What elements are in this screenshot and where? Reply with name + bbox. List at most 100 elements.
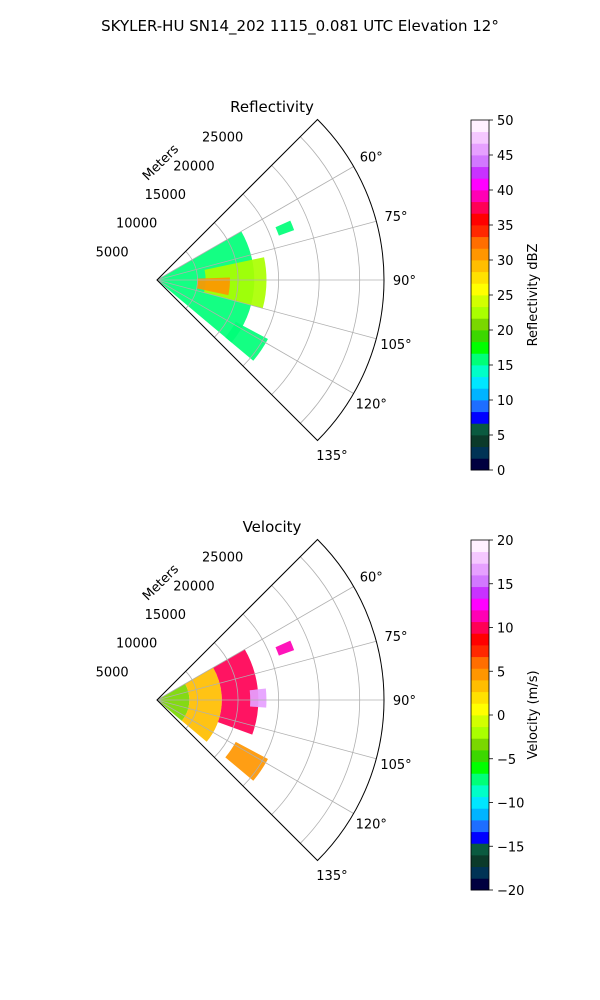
colorbar-segment (471, 330, 489, 343)
colorbar-segment (471, 563, 489, 576)
colorbar-segment (471, 131, 489, 144)
colorbar-tick-label: −20 (497, 884, 524, 899)
reflectivity-colorbar: 0 5 10 15 20 25 30 35 40 45 50 Reflectivity dBZ (470, 114, 541, 479)
colorbar-segment (471, 831, 489, 844)
azimuth-tick-label: 75° (384, 630, 407, 645)
colorbar-segment (471, 365, 489, 378)
echo-region-1 (203, 257, 267, 309)
colorbar-segment (471, 645, 489, 658)
colorbar-tick-label: 45 (497, 149, 514, 164)
azimuth-grid-line (156, 166, 354, 281)
azimuth-tick-label: 120° (356, 398, 387, 413)
colorbar-segment (471, 446, 489, 459)
colorbar-segment (471, 376, 489, 389)
colorbar-segment (471, 820, 489, 833)
azimuth-grid-line (156, 220, 377, 281)
colorbar-tick-label: 20 (497, 534, 514, 549)
radial-tick-label: 20000 (173, 579, 214, 594)
colorbar-segment (471, 586, 489, 599)
velocity-colorbar: −20 −15 −10 −5 0 5 10 15 20 Velocity (m/s) (470, 534, 541, 899)
colorbar-segment (471, 738, 489, 751)
colorbar-segment (471, 201, 489, 214)
colorbar-tick-label: 5 (497, 429, 505, 444)
radial-grid-arc (156, 222, 239, 338)
radial-grid-arc (156, 250, 198, 309)
figure-suptitle: SKYLER-HU SN14_202 1115_0.081 UTC Elevat… (101, 17, 499, 36)
echo-region-5 (275, 640, 295, 656)
colorbar-segment (471, 551, 489, 564)
colorbar-segment (471, 283, 489, 296)
radial-grid-arc (156, 670, 198, 729)
colorbar-segment (471, 598, 489, 611)
azimuth-grid-line (156, 699, 377, 760)
azimuth-tick-label: 135° (316, 449, 347, 464)
azimuth-tick-label: 120° (356, 818, 387, 833)
colorbar-tick-label: 25 (497, 289, 514, 304)
colorbar-tick-label: −10 (497, 797, 524, 812)
colorbar-tick-label: 0 (497, 464, 505, 479)
azimuth-grid-line (156, 640, 377, 701)
radial-tick-label: 5000 (96, 245, 129, 260)
echo-region-3 (225, 321, 268, 361)
colorbar-label: Reflectivity dBZ (526, 244, 541, 347)
colorbar-tick-label: 15 (497, 578, 514, 593)
colorbar-segment (471, 190, 489, 203)
radial-tick-label: 10000 (116, 637, 157, 652)
colorbar-segment (471, 271, 489, 284)
radial-tick-label: 20000 (173, 159, 214, 174)
chart-title: Reflectivity (230, 98, 314, 116)
colorbar-segment (471, 621, 489, 634)
radial-tick-label: 15000 (145, 608, 186, 623)
colorbar-label: Velocity (m/s) (526, 670, 541, 759)
radial-grid-arc (156, 193, 279, 367)
azimuth-grid-line (156, 699, 354, 814)
colorbar-tick-label: 15 (497, 359, 514, 374)
radial-grid-arc (156, 556, 360, 844)
echo-region-2 (196, 277, 230, 296)
colorbar-segment (471, 166, 489, 179)
colorbar-segment (471, 855, 489, 868)
colorbar-segment (471, 178, 489, 191)
colorbar-tick-label: 10 (497, 622, 514, 637)
colorbar-segment (471, 423, 489, 436)
colorbar-tick-label: 30 (497, 254, 514, 269)
radial-grid-arc (156, 642, 239, 758)
radial-tick-label: 15000 (145, 188, 186, 203)
sector-outline (156, 118, 385, 442)
azimuth-tick-label: 75° (384, 210, 407, 225)
colorbar-segment (471, 796, 489, 809)
colorbar-tick-label: 50 (497, 114, 514, 129)
colorbar-tick-label: 35 (497, 219, 514, 234)
colorbar-segment (471, 411, 489, 424)
colorbar-tick-label: −15 (497, 840, 524, 855)
colorbar-tick-label: 0 (497, 709, 505, 724)
colorbar-segment (471, 726, 489, 739)
colorbar-segment (471, 213, 489, 226)
colorbar-segment (471, 691, 489, 704)
colorbar-segment (471, 878, 489, 891)
colorbar-segment (471, 866, 489, 879)
colorbar-segment (471, 680, 489, 693)
colorbar-segment (471, 318, 489, 331)
radial-tick-label: 5000 (96, 665, 129, 680)
azimuth-tick-label: 135° (316, 869, 347, 884)
colorbar-segment (471, 248, 489, 261)
radial-grid-arc (156, 136, 360, 424)
colorbar-segment (471, 388, 489, 401)
echo-region-1 (181, 667, 222, 742)
echo-region-4 (275, 220, 295, 236)
colorbar-segment (471, 750, 489, 763)
colorbar-segment (471, 808, 489, 821)
colorbar-segment (471, 610, 489, 623)
colorbar-segment (471, 575, 489, 588)
colorbar-tick-label: 5 (497, 665, 505, 680)
colorbar-segment (471, 540, 489, 553)
colorbar-tick-label: 10 (497, 394, 514, 409)
colorbar-segment (471, 400, 489, 413)
colorbar-segment (471, 295, 489, 308)
azimuth-tick-label: 90° (393, 274, 416, 289)
colorbar-segment (471, 633, 489, 646)
radial-grid-arc (156, 584, 320, 815)
azimuth-grid-line (156, 586, 354, 701)
